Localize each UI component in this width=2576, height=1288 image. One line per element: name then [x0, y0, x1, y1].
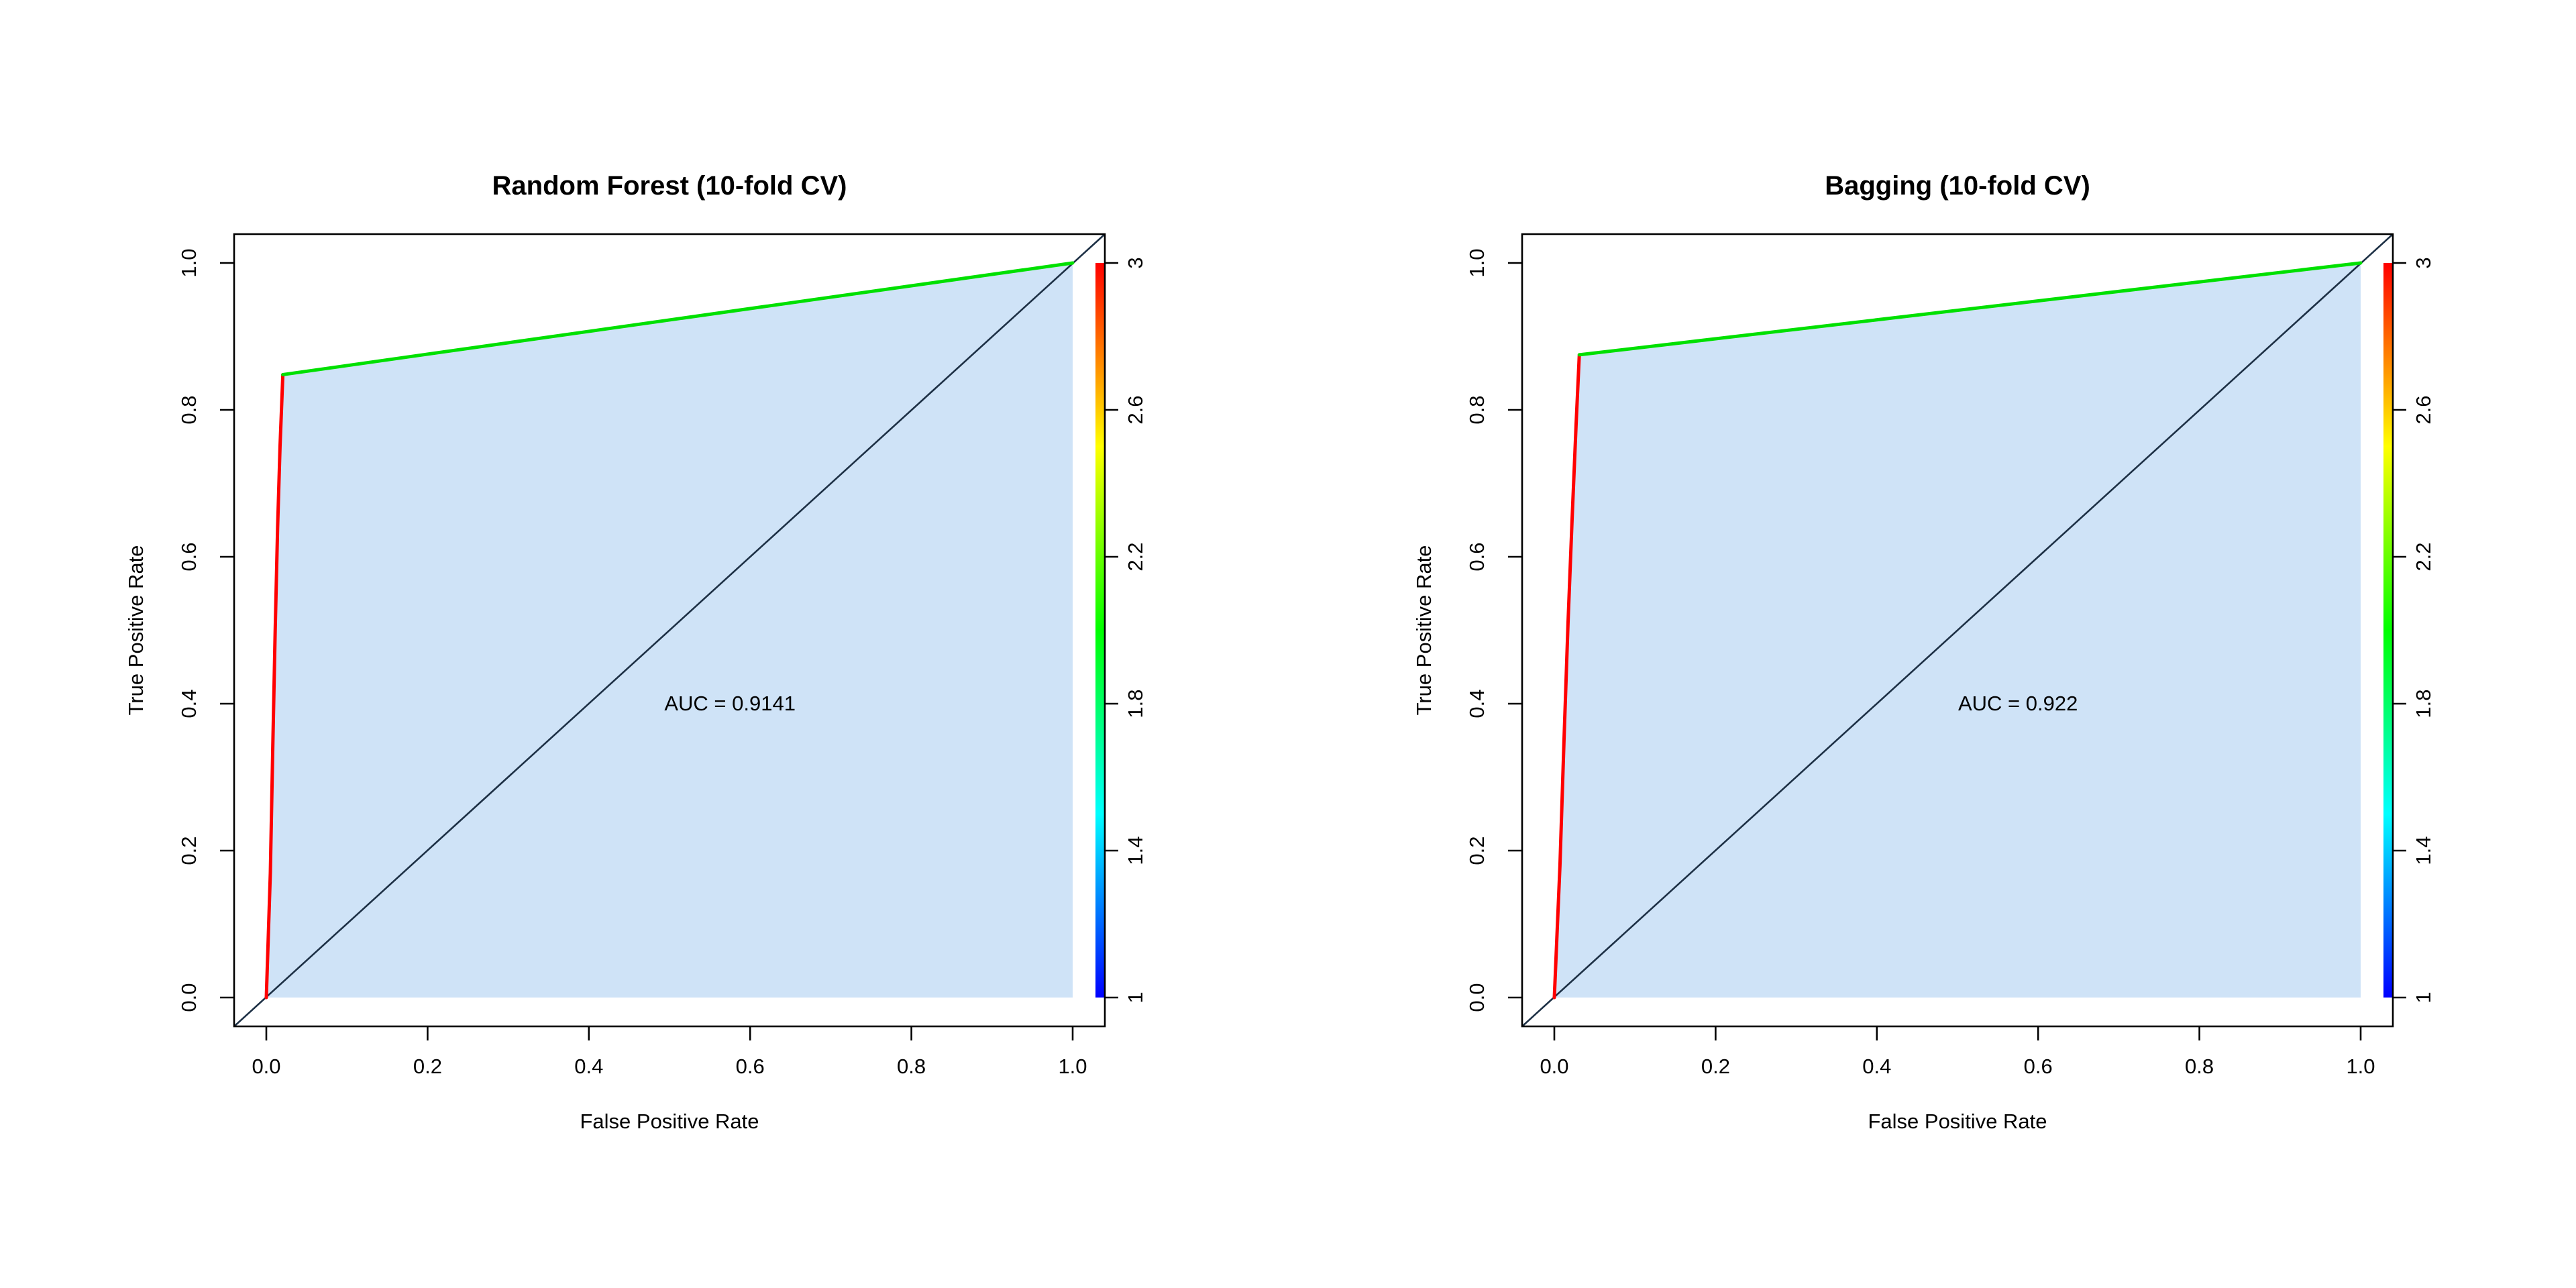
- y-axis-tick-label: 0.0: [1465, 983, 1489, 1012]
- colorbar-tick-label: 1.4: [2412, 836, 2435, 865]
- roc-chart-svg: 0.0 0.2 0.4 0.6 0.8 1.0 0.0 0.2 0.4 0.6 0.8 1.0 1 1.4…: [124, 171, 1147, 1133]
- colorbar-tick-label: 1: [2412, 991, 2435, 1003]
- y-axis-tick-label: 0.6: [177, 542, 201, 571]
- plot-box: [233, 233, 1106, 1028]
- y-axis-tick-label: 0.8: [177, 395, 201, 424]
- y-axis-tick-label: 0.8: [1465, 395, 1489, 424]
- x-axis-tick-label: 0.2: [1701, 1055, 1730, 1078]
- roc-curve-mid-cutoff-segment: [281, 261, 1075, 376]
- y-axis-tick-label: 0.2: [177, 836, 201, 865]
- plot-title: Bagging (10-fold CV): [1825, 171, 2090, 201]
- colorbar-tick-label: 2.6: [1124, 395, 1147, 424]
- x-axis-tick-label: 1.0: [2346, 1055, 2375, 1078]
- y-axis-tick-label: 0.6: [1465, 542, 1489, 571]
- y-axis-title: True Positive Rate: [124, 545, 148, 716]
- colorbar-tick-label: 2.2: [1124, 542, 1147, 571]
- y-axis-tick-label: 1.0: [1465, 248, 1489, 277]
- x-axis-tick-label: 0.6: [736, 1055, 765, 1078]
- auc-annotation: AUC = 0.922: [1958, 692, 2078, 715]
- colorbar-tick-label: 1.8: [2412, 689, 2435, 718]
- y-axis-tick-label: 0.4: [177, 689, 201, 718]
- colorbar-tick-label: 1: [1124, 991, 1147, 1003]
- chance-diagonal-line: [233, 233, 1106, 1027]
- auc-annotation: AUC = 0.9141: [664, 692, 796, 715]
- chance-diagonal-line: [1521, 233, 2394, 1027]
- x-axis-tick-label: 0.8: [897, 1055, 926, 1078]
- x-axis-tick-label: 0.8: [2185, 1055, 2214, 1078]
- x-axis-tick-label: 0.2: [413, 1055, 442, 1078]
- x-axis-tick-label: 0.0: [252, 1055, 280, 1078]
- roc-chart-svg: 0.0 0.2 0.4 0.6 0.8 1.0 0.0 0.2 0.4 0.6 0.8 1.0 1 1.4…: [1412, 171, 2435, 1133]
- roc-panel-random-forest: 0.0 0.2 0.4 0.6 0.8 1.0 0.0 0.2 0.4 0.6 0.8 1.0 1 1.4…: [124, 171, 1147, 1133]
- x-axis-title: False Positive Rate: [580, 1110, 759, 1133]
- plot-box: [1521, 233, 2394, 1028]
- y-axis-tick-label: 0.4: [1465, 689, 1489, 718]
- colorbar-gradient-strip: [2383, 263, 2393, 998]
- x-axis-tick-label: 0.6: [2024, 1055, 2053, 1078]
- colorbar-tick-label: 1.4: [1124, 836, 1147, 865]
- plot-title: Random Forest (10-fold CV): [492, 171, 847, 201]
- x-axis-tick-label: 0.4: [574, 1055, 603, 1078]
- roc-curve-high-cutoff-segment: [264, 372, 285, 1000]
- colorbar-tick-label: 2.2: [2412, 542, 2435, 571]
- colorbar-tick-label: 1.8: [1124, 689, 1147, 718]
- roc-curve-high-cutoff-segment: [1552, 353, 1581, 1000]
- colorbar-tick-label: 3: [1124, 257, 1147, 268]
- x-axis-title: False Positive Rate: [1868, 1110, 2047, 1133]
- colorbar-tick-label: 2.6: [2412, 395, 2435, 424]
- x-axis-tick-label: 1.0: [1058, 1055, 1087, 1078]
- roc-curve-mid-cutoff-segment: [1577, 261, 2363, 357]
- y-axis-tick-label: 0.2: [1465, 836, 1489, 865]
- y-axis-title: True Positive Rate: [1412, 545, 1436, 716]
- x-axis-tick-label: 0.4: [1862, 1055, 1891, 1078]
- roc-panel-bagging: 0.0 0.2 0.4 0.6 0.8 1.0 0.0 0.2 0.4 0.6 0.8 1.0 1 1.4…: [1288, 0, 2576, 1288]
- colorbar-tick-label: 3: [2412, 257, 2435, 268]
- x-axis-tick-label: 0.0: [1540, 1055, 1568, 1078]
- y-axis-tick-label: 1.0: [177, 248, 201, 277]
- y-axis-tick-label: 0.0: [177, 983, 201, 1012]
- colorbar-gradient-strip: [1095, 263, 1105, 998]
